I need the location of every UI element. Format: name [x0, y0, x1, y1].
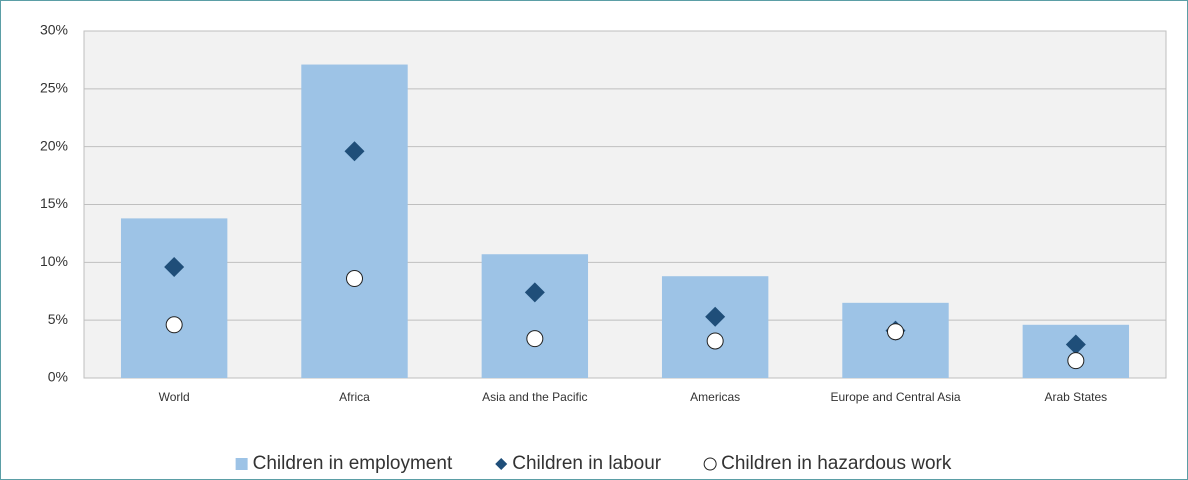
- circle-marker: [887, 323, 904, 341]
- legend-label: Children in employment: [253, 453, 453, 474]
- circle-marker: [706, 332, 724, 350]
- x-tick-label: World: [159, 390, 190, 404]
- x-tick-label: Africa: [339, 390, 370, 404]
- diamond-marker: [1065, 334, 1086, 355]
- x-tick-label: Asia and the Pacific: [482, 390, 587, 404]
- bar: [301, 64, 408, 378]
- legend-label: Children in hazardous work: [721, 453, 952, 474]
- circle-marker: [165, 316, 183, 334]
- x-tick-label: Americas: [690, 390, 740, 404]
- circle-marker: [526, 330, 544, 348]
- legend-label: Children in labour: [512, 453, 662, 474]
- y-tick-label: 25%: [40, 80, 68, 96]
- circle-marker: [1067, 352, 1085, 370]
- diamond-marker: [524, 282, 545, 303]
- legend-swatch: [703, 457, 717, 471]
- bar: [661, 276, 769, 378]
- y-tick-label: 0%: [48, 369, 68, 385]
- legend-swatch: [235, 458, 248, 470]
- diamond-marker: [344, 141, 365, 162]
- diamond-marker: [705, 306, 726, 327]
- diamond-marker: [164, 256, 185, 277]
- y-tick-label: 30%: [40, 22, 68, 38]
- bar: [120, 218, 228, 378]
- y-tick-label: 15%: [40, 195, 68, 211]
- circle-marker: [346, 270, 363, 288]
- bar: [481, 254, 589, 378]
- y-tick-label: 5%: [48, 311, 68, 327]
- x-tick-label: Europe and Central Asia: [830, 390, 960, 404]
- legend-swatch: [495, 458, 508, 470]
- y-tick-label: 10%: [40, 253, 68, 269]
- y-tick-label: 20%: [40, 137, 68, 153]
- x-tick-label: Arab States: [1044, 390, 1107, 404]
